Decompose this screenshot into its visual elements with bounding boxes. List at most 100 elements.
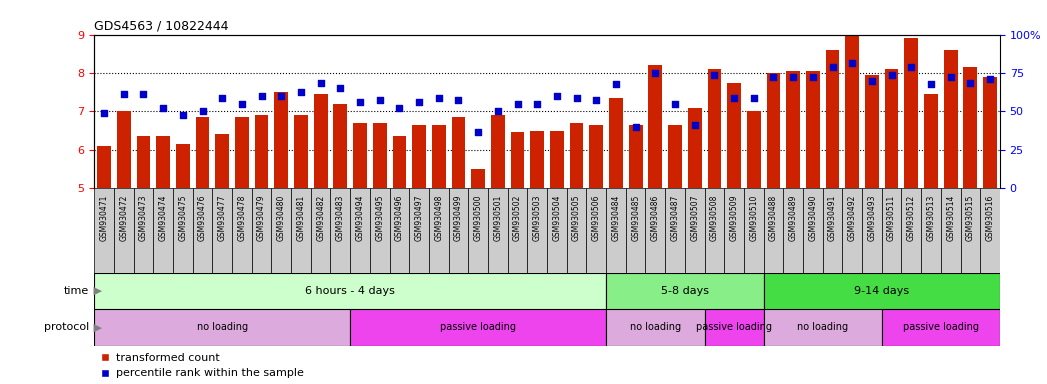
- Text: time: time: [64, 286, 89, 296]
- Bar: [254, 115, 268, 188]
- Point: [95, 110, 112, 116]
- Text: GSM930501: GSM930501: [493, 195, 503, 241]
- Bar: [488, 188, 508, 273]
- Point: [726, 95, 742, 101]
- Text: GDS4563 / 10822444: GDS4563 / 10822444: [94, 19, 228, 32]
- Text: GSM930508: GSM930508: [710, 195, 719, 241]
- Bar: [905, 38, 918, 188]
- Point: [352, 99, 369, 105]
- Bar: [921, 188, 941, 273]
- Text: GSM930494: GSM930494: [356, 195, 364, 242]
- Bar: [885, 69, 898, 188]
- Bar: [196, 117, 209, 188]
- Bar: [823, 188, 843, 273]
- Point: [194, 108, 210, 114]
- Point: [430, 95, 447, 101]
- Point: [627, 124, 644, 130]
- Point: [804, 74, 821, 80]
- Bar: [708, 69, 721, 188]
- Point: [607, 81, 624, 88]
- Bar: [845, 35, 860, 188]
- Text: GSM930497: GSM930497: [415, 195, 424, 242]
- Text: GSM930515: GSM930515: [965, 195, 975, 241]
- Bar: [609, 98, 623, 188]
- Text: passive loading: passive loading: [440, 322, 516, 333]
- Point: [410, 99, 427, 105]
- Bar: [763, 309, 882, 346]
- Bar: [491, 115, 505, 188]
- Bar: [429, 188, 448, 273]
- Bar: [606, 309, 705, 346]
- Text: GSM930479: GSM930479: [258, 195, 266, 242]
- Text: ▶: ▶: [90, 322, 102, 333]
- Bar: [468, 188, 488, 273]
- Text: GSM930513: GSM930513: [927, 195, 935, 241]
- Bar: [393, 136, 406, 188]
- Bar: [901, 188, 921, 273]
- Text: GSM930487: GSM930487: [670, 195, 680, 241]
- Bar: [803, 188, 823, 273]
- Point: [745, 95, 762, 101]
- Bar: [550, 131, 563, 188]
- Text: GSM930481: GSM930481: [296, 195, 306, 241]
- Text: GSM930504: GSM930504: [553, 195, 561, 242]
- Text: GSM930472: GSM930472: [119, 195, 129, 241]
- Bar: [763, 273, 1000, 309]
- Text: GSM930502: GSM930502: [513, 195, 522, 241]
- Bar: [744, 188, 763, 273]
- Text: GSM930498: GSM930498: [435, 195, 443, 241]
- Bar: [941, 188, 960, 273]
- Bar: [862, 188, 882, 273]
- Bar: [117, 111, 131, 188]
- Text: GSM930506: GSM930506: [592, 195, 601, 242]
- Point: [588, 97, 605, 103]
- Bar: [94, 188, 114, 273]
- Text: no loading: no loading: [630, 322, 681, 333]
- Bar: [511, 132, 525, 188]
- Point: [135, 91, 152, 97]
- Bar: [963, 67, 977, 188]
- Point: [372, 97, 388, 103]
- Bar: [589, 125, 603, 188]
- Bar: [153, 188, 173, 273]
- Bar: [389, 188, 409, 273]
- Point: [824, 64, 841, 70]
- Bar: [806, 71, 820, 188]
- Bar: [294, 115, 308, 188]
- Bar: [528, 188, 547, 273]
- Bar: [134, 188, 153, 273]
- Text: GSM930512: GSM930512: [907, 195, 916, 241]
- Point: [233, 101, 250, 107]
- Text: GSM930511: GSM930511: [887, 195, 896, 241]
- Bar: [216, 134, 229, 188]
- Bar: [665, 188, 685, 273]
- Bar: [373, 123, 386, 188]
- Text: GSM930503: GSM930503: [533, 195, 541, 242]
- Bar: [193, 188, 213, 273]
- Bar: [725, 188, 744, 273]
- Bar: [960, 188, 980, 273]
- Bar: [865, 75, 878, 188]
- Bar: [235, 117, 249, 188]
- Point: [332, 85, 349, 91]
- Bar: [646, 188, 665, 273]
- Text: GSM930475: GSM930475: [178, 195, 187, 242]
- Bar: [333, 104, 348, 188]
- Bar: [648, 65, 663, 188]
- Point: [864, 78, 881, 84]
- Point: [489, 108, 506, 114]
- Bar: [668, 125, 682, 188]
- Point: [903, 64, 919, 70]
- Bar: [331, 188, 350, 273]
- Bar: [747, 111, 761, 188]
- Bar: [586, 188, 606, 273]
- Point: [155, 104, 172, 111]
- Point: [765, 74, 782, 80]
- Text: GSM930477: GSM930477: [218, 195, 227, 242]
- Point: [667, 101, 684, 107]
- Bar: [350, 309, 606, 346]
- Text: GSM930483: GSM930483: [336, 195, 344, 241]
- Point: [962, 79, 979, 86]
- Text: GSM930489: GSM930489: [788, 195, 798, 241]
- Text: GSM930493: GSM930493: [867, 195, 876, 242]
